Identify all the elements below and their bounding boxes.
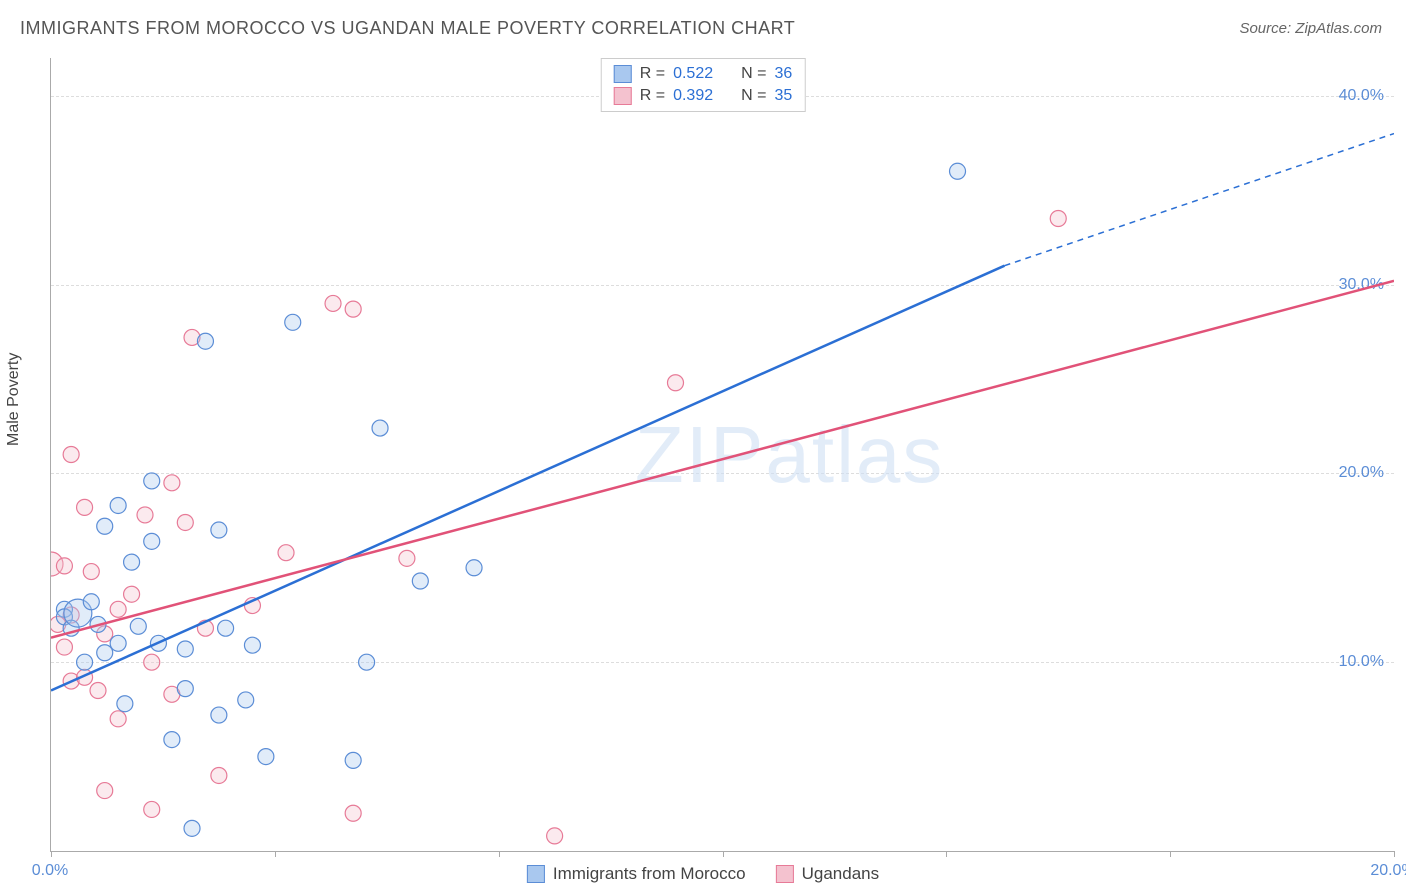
data-point [258, 749, 274, 765]
regression-line-extrapolated [1005, 134, 1394, 266]
data-point [97, 783, 113, 799]
x-tick-label: 0.0% [32, 862, 68, 880]
data-point [667, 375, 683, 391]
correlation-legend: R = 0.522 N = 36 R = 0.392 N = 35 [601, 58, 806, 112]
x-tick [946, 851, 947, 857]
scatter-svg [51, 58, 1394, 851]
x-tick [499, 851, 500, 857]
data-point [63, 447, 79, 463]
data-point [164, 475, 180, 491]
chart-title: IMMIGRANTS FROM MOROCCO VS UGANDAN MALE … [20, 18, 795, 39]
data-point [547, 828, 563, 844]
x-tick [723, 851, 724, 857]
data-point [345, 805, 361, 821]
regression-line [51, 281, 1394, 638]
chart-plot-area: ZIPatlas 10.0%20.0%30.0%40.0% [50, 58, 1394, 852]
data-point [124, 586, 140, 602]
data-point [164, 732, 180, 748]
data-point [97, 645, 113, 661]
swatch-morocco [614, 65, 632, 83]
data-point [124, 554, 140, 570]
data-point [359, 654, 375, 670]
series-label-uganda: Ugandans [802, 864, 880, 884]
data-point [197, 333, 213, 349]
data-point [110, 635, 126, 651]
swatch-uganda-bottom [776, 865, 794, 883]
data-point [83, 564, 99, 580]
data-point [56, 639, 72, 655]
r-label: R = [640, 65, 665, 83]
source-attribution: Source: ZipAtlas.com [1239, 20, 1382, 37]
x-tick [275, 851, 276, 857]
data-point [950, 163, 966, 179]
data-point [177, 514, 193, 530]
data-point [244, 637, 260, 653]
x-tick [1394, 851, 1395, 857]
data-point [97, 518, 113, 534]
data-point [144, 654, 160, 670]
data-point [177, 641, 193, 657]
data-point [130, 618, 146, 634]
data-point [110, 711, 126, 727]
data-point [1050, 210, 1066, 226]
data-point [137, 507, 153, 523]
data-point [345, 752, 361, 768]
series-legend: Immigrants from Morocco Ugandans [527, 864, 879, 884]
n-value-uganda: 35 [774, 87, 792, 105]
data-point [211, 767, 227, 783]
series-label-morocco: Immigrants from Morocco [553, 864, 746, 884]
x-tick [1170, 851, 1171, 857]
n-label: N = [741, 65, 766, 83]
swatch-uganda [614, 87, 632, 105]
data-point [325, 295, 341, 311]
data-point [177, 681, 193, 697]
legend-item-uganda: Ugandans [776, 864, 880, 884]
r-label: R = [640, 87, 665, 105]
r-value-morocco: 0.522 [673, 65, 713, 83]
data-point [211, 522, 227, 538]
data-point [399, 550, 415, 566]
data-point [345, 301, 361, 317]
data-point [56, 558, 72, 574]
x-tick [51, 851, 52, 857]
y-axis-label: Male Poverty [5, 353, 23, 446]
data-point [372, 420, 388, 436]
data-point [83, 594, 99, 610]
swatch-morocco-bottom [527, 865, 545, 883]
data-point [110, 601, 126, 617]
data-point [218, 620, 234, 636]
data-point [77, 654, 93, 670]
x-tick-label: 20.0% [1370, 862, 1406, 880]
data-point [184, 820, 200, 836]
data-point [90, 683, 106, 699]
legend-row-uganda: R = 0.392 N = 35 [614, 85, 793, 107]
data-point [144, 801, 160, 817]
n-label: N = [741, 87, 766, 105]
data-point [285, 314, 301, 330]
data-point [77, 499, 93, 515]
data-point [144, 473, 160, 489]
data-point [412, 573, 428, 589]
r-value-uganda: 0.392 [673, 87, 713, 105]
data-point [238, 692, 254, 708]
data-point [110, 497, 126, 513]
data-point [466, 560, 482, 576]
n-value-morocco: 36 [774, 65, 792, 83]
legend-row-morocco: R = 0.522 N = 36 [614, 63, 793, 85]
legend-item-morocco: Immigrants from Morocco [527, 864, 746, 884]
data-point [211, 707, 227, 723]
data-point [117, 696, 133, 712]
data-point [144, 533, 160, 549]
data-point [278, 545, 294, 561]
